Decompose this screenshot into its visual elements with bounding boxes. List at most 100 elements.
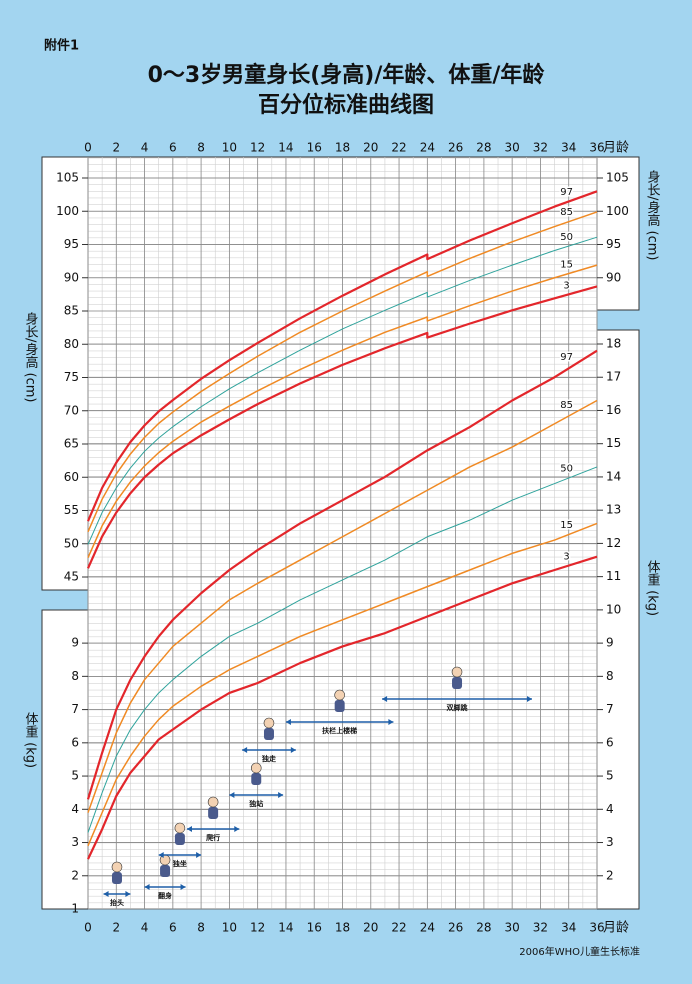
percentile-line: [87, 555, 598, 860]
series-label: 85: [560, 207, 573, 218]
y-tick-label: 70: [64, 403, 79, 417]
series-label: 3: [563, 280, 569, 291]
y2-tick-label: 6: [606, 735, 614, 749]
child-icon: [334, 689, 345, 701]
x-tick-label: 4: [141, 921, 149, 935]
y-tick-label: 9: [71, 636, 79, 650]
x-tick-label: 14: [278, 141, 293, 155]
x-tick-label: 18: [335, 141, 350, 155]
y2-tick-label: 7: [606, 702, 614, 716]
x-axis-label: 月龄: [603, 141, 629, 156]
y2-tick-label: 13: [606, 503, 621, 517]
y2-tick-label: 2: [606, 868, 614, 882]
x-tick-label: 12: [250, 921, 265, 935]
y-tick-label: 95: [64, 237, 79, 251]
x-tick-label: 4: [141, 141, 149, 155]
y-tick-label: 3: [71, 835, 79, 849]
y-tick-label: 1: [71, 902, 79, 916]
y-tick-label: 90: [64, 270, 79, 284]
series-label: 15: [560, 259, 573, 270]
percentile-line: [87, 399, 598, 813]
child-icon: [160, 865, 171, 877]
child-icon: [452, 677, 463, 689]
y2-tick-label: 5: [606, 769, 614, 783]
y2-tick-label: 105: [606, 171, 629, 185]
x-tick-label: 24: [420, 921, 435, 935]
series-label: 97: [560, 352, 573, 363]
y2-tick-label: 15: [606, 436, 621, 450]
x-tick-label: 18: [335, 921, 350, 935]
labels: 0022446688101012121414161618182020222224…: [56, 141, 629, 935]
series-label: 50: [560, 232, 573, 243]
child-icon: [251, 773, 262, 785]
percentile-line: [87, 264, 598, 559]
x-tick-label: 26: [448, 921, 463, 935]
child-icon: [207, 796, 219, 808]
child-icon: [174, 822, 186, 834]
chart-subtitle: 百分位标准曲线图: [258, 92, 434, 118]
child-icon: [208, 807, 219, 819]
x-tick-label: 20: [363, 141, 378, 155]
arrow-head: [158, 852, 202, 858]
left-height-box: [41, 156, 89, 591]
y2-tick-label: 95: [606, 237, 621, 251]
x-tick-label: 6: [169, 921, 177, 935]
x-tick-label: 16: [307, 141, 322, 155]
child-icon: [111, 861, 123, 873]
percentile-line: [86, 285, 598, 569]
attachment: 附件1: [44, 38, 79, 54]
y2-tick-label: 17: [606, 370, 621, 384]
x-tick-label: 30: [505, 141, 520, 155]
percentile-line: [87, 236, 598, 545]
y2-tick-label: 10: [606, 602, 621, 616]
chart-title: 0～3岁男童身长(身高)/年龄、体重/年龄: [148, 62, 546, 88]
child-icon: [111, 872, 122, 884]
right-height-box: [596, 156, 640, 311]
series-label: 85: [560, 400, 573, 411]
series-label: 50: [560, 463, 573, 474]
x-tick-label: 10: [222, 141, 237, 155]
y2-tick-label: 100: [606, 204, 629, 218]
y-tick-label: 80: [64, 337, 79, 351]
series-label: 3: [563, 551, 569, 562]
left-weight-box: [41, 609, 89, 910]
y2-tick-label: 8: [606, 669, 614, 683]
y-tick-label: 8: [71, 669, 79, 683]
x-axis-label: 月龄: [603, 921, 629, 936]
x-tick-label: 24: [420, 141, 435, 155]
x-tick-label: 14: [278, 921, 293, 935]
milestone-label: 翻身: [158, 891, 172, 900]
percentile-line: [87, 522, 598, 847]
y2-tick-label: 18: [606, 337, 621, 351]
child-icon: [250, 762, 262, 774]
child-icon: [263, 728, 274, 740]
y-tick-label: 45: [64, 570, 79, 584]
y-axis-label: 体重 (kg): [23, 712, 39, 768]
x-tick-label: 8: [197, 141, 205, 155]
percentile-line: [87, 466, 598, 833]
x-tick-label: 16: [307, 921, 322, 935]
milestone-label: 抬头: [110, 898, 124, 907]
y-tick-label: 4: [71, 802, 79, 816]
percentile-line: [87, 211, 598, 533]
y-tick-label: 5: [71, 769, 79, 783]
y2-tick-label: 11: [606, 569, 621, 583]
x-tick-label: 6: [169, 141, 177, 155]
y-axis-label: 身长/身高 (cm): [23, 311, 39, 402]
y-tick-label: 50: [64, 536, 79, 550]
x-tick-label: 10: [222, 921, 237, 935]
x-tick-label: 2: [112, 141, 120, 155]
x-tick-label: 20: [363, 921, 378, 935]
x-tick-label: 30: [505, 921, 520, 935]
x-tick-label: 28: [476, 141, 491, 155]
y-tick-label: 2: [71, 868, 79, 882]
y2-tick-label: 9: [606, 636, 614, 650]
child-icon: [174, 833, 185, 845]
x-tick-label: 8: [197, 921, 205, 935]
x-tick-label: 34: [561, 921, 576, 935]
x-tick-label: 34: [561, 141, 576, 155]
y2-tick-label: 90: [606, 270, 621, 284]
milestone-label: 爬行: [205, 833, 220, 842]
series-label: 97: [560, 187, 573, 198]
